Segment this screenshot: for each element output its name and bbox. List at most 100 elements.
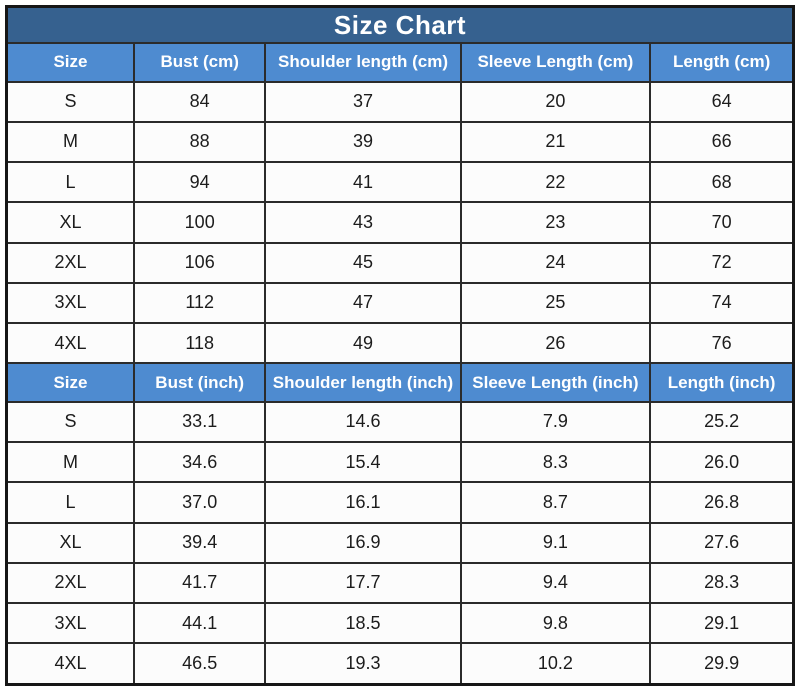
value-cell: 41 [264, 160, 462, 204]
value-cell: 37 [264, 80, 462, 123]
value-cell: 26.8 [649, 481, 795, 524]
column-header: Shoulder length (cm) [264, 42, 462, 83]
value-cell: 33.1 [132, 400, 267, 444]
column-header: Sleeve Length (inch) [459, 362, 652, 403]
table-row: M 88 39 21 66 [5, 120, 795, 164]
value-cell: 28.3 [649, 561, 795, 605]
value-cell: 64 [649, 80, 795, 123]
value-cell: 88 [132, 120, 267, 164]
size-chart-table: Size Chart Size Bust (cm) Shoulder length … [5, 5, 795, 686]
value-cell: 21 [459, 120, 652, 164]
size-cell: L [5, 160, 135, 204]
value-cell: 26 [459, 321, 652, 365]
size-cell: M [5, 120, 135, 164]
column-header: Length (inch) [649, 362, 795, 403]
value-cell: 118 [132, 321, 267, 365]
value-cell: 25.2 [649, 400, 795, 444]
page-title: Size Chart [5, 5, 795, 44]
value-cell: 70 [649, 201, 795, 244]
value-cell: 94 [132, 160, 267, 204]
value-cell: 18.5 [264, 601, 462, 645]
size-cell: S [5, 80, 135, 123]
size-cell: XL [5, 201, 135, 244]
value-cell: 106 [132, 241, 267, 284]
unit-header-row-cm: Size Bust (cm) Shoulder length (cm) Sleeve … [5, 42, 795, 83]
value-cell: 15.4 [264, 440, 462, 484]
value-cell: 9.1 [459, 521, 652, 564]
size-table-body: Size Chart Size Bust (cm) Shoulder length … [5, 5, 795, 686]
table-row: XL 39.4 16.9 9.1 27.6 [5, 521, 795, 564]
value-cell: 10.2 [459, 642, 652, 686]
value-cell: 29.1 [649, 601, 795, 645]
value-cell: 49 [264, 321, 462, 365]
unit-header-row-inch: Size Bust (inch) Shoulder length (inch) Sle… [5, 362, 795, 403]
value-cell: 22 [459, 160, 652, 204]
size-cell: 4XL [5, 642, 135, 686]
table-row: L 37.0 16.1 8.7 26.8 [5, 481, 795, 524]
value-cell: 27.6 [649, 521, 795, 564]
value-cell: 46.5 [132, 642, 267, 686]
table-row: S 84 37 20 64 [5, 80, 795, 123]
size-cell: 3XL [5, 601, 135, 645]
table-row: 4XL 46.5 19.3 10.2 29.9 [5, 642, 795, 686]
size-cell: M [5, 440, 135, 484]
value-cell: 8.7 [459, 481, 652, 524]
table-row: S 33.1 14.6 7.9 25.2 [5, 400, 795, 444]
size-cell: XL [5, 521, 135, 564]
column-header: Size [5, 362, 135, 403]
column-header: Sleeve Length (cm) [459, 42, 652, 83]
table-row: 3XL 44.1 18.5 9.8 29.1 [5, 601, 795, 645]
value-cell: 9.4 [459, 561, 652, 605]
table-row: 2XL 41.7 17.7 9.4 28.3 [5, 561, 795, 605]
value-cell: 84 [132, 80, 267, 123]
value-cell: 26.0 [649, 440, 795, 484]
size-cell: S [5, 400, 135, 444]
value-cell: 74 [649, 281, 795, 325]
value-cell: 44.1 [132, 601, 267, 645]
value-cell: 29.9 [649, 642, 795, 686]
value-cell: 39.4 [132, 521, 267, 564]
value-cell: 14.6 [264, 400, 462, 444]
size-cell: 2XL [5, 241, 135, 284]
value-cell: 37.0 [132, 481, 267, 524]
value-cell: 100 [132, 201, 267, 244]
value-cell: 19.3 [264, 642, 462, 686]
column-header: Shoulder length (inch) [264, 362, 462, 403]
title-row: Size Chart [5, 5, 795, 44]
value-cell: 43 [264, 201, 462, 244]
value-cell: 9.8 [459, 601, 652, 645]
size-cell: 3XL [5, 281, 135, 325]
column-header: Bust (cm) [132, 42, 267, 83]
table-row: L 94 41 22 68 [5, 160, 795, 204]
column-header: Bust (inch) [132, 362, 267, 403]
column-header: Size [5, 42, 135, 83]
value-cell: 23 [459, 201, 652, 244]
table-row: M 34.6 15.4 8.3 26.0 [5, 440, 795, 484]
value-cell: 24 [459, 241, 652, 284]
value-cell: 20 [459, 80, 652, 123]
table-row: 2XL 106 45 24 72 [5, 241, 795, 284]
value-cell: 76 [649, 321, 795, 365]
value-cell: 8.3 [459, 440, 652, 484]
size-cell: 4XL [5, 321, 135, 365]
value-cell: 17.7 [264, 561, 462, 605]
value-cell: 72 [649, 241, 795, 284]
value-cell: 7.9 [459, 400, 652, 444]
table-row: XL 100 43 23 70 [5, 201, 795, 244]
value-cell: 45 [264, 241, 462, 284]
value-cell: 16.1 [264, 481, 462, 524]
column-header: Length (cm) [649, 42, 795, 83]
value-cell: 112 [132, 281, 267, 325]
value-cell: 25 [459, 281, 652, 325]
table-row: 3XL 112 47 25 74 [5, 281, 795, 325]
value-cell: 66 [649, 120, 795, 164]
value-cell: 16.9 [264, 521, 462, 564]
value-cell: 34.6 [132, 440, 267, 484]
value-cell: 68 [649, 160, 795, 204]
value-cell: 47 [264, 281, 462, 325]
size-cell: 2XL [5, 561, 135, 605]
value-cell: 39 [264, 120, 462, 164]
size-cell: L [5, 481, 135, 524]
value-cell: 41.7 [132, 561, 267, 605]
